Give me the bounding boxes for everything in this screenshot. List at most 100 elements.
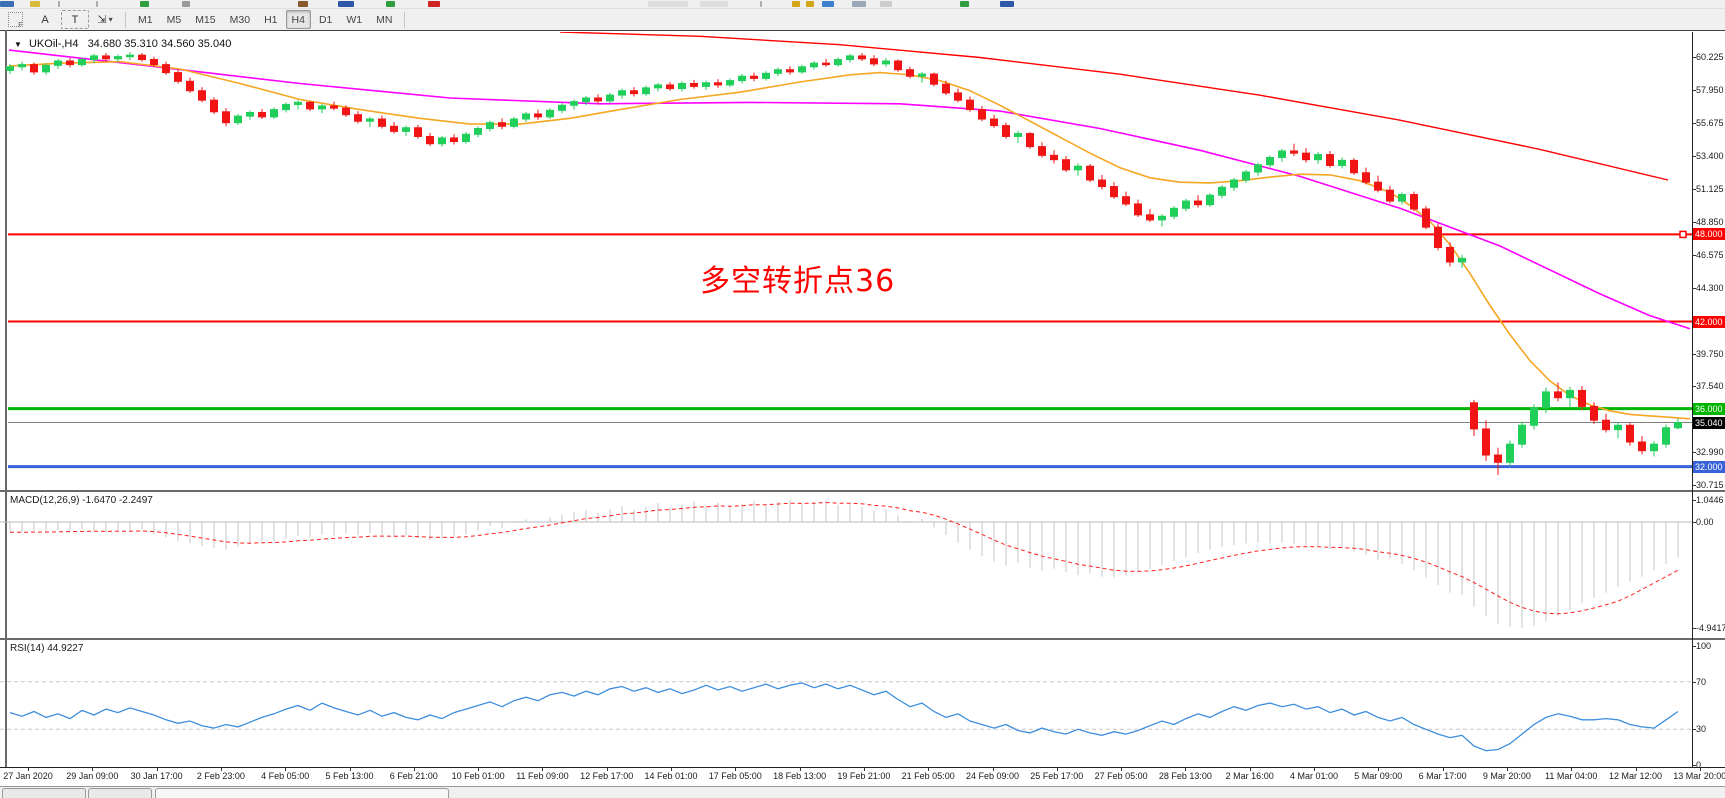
tf-d1-button[interactable]: D1 bbox=[318, 13, 333, 26]
time-tick bbox=[735, 767, 737, 771]
tf-mn-button[interactable]: MN bbox=[376, 13, 393, 26]
text-t-button[interactable]: T bbox=[61, 10, 89, 29]
tf-h1-button[interactable]: H1 bbox=[264, 13, 278, 26]
tf-m15-button[interactable]: M15 bbox=[195, 13, 216, 26]
toolbar-icon-fragment bbox=[96, 1, 98, 7]
axis-tick bbox=[1692, 189, 1696, 191]
rsi-axis-label: 0 bbox=[1696, 760, 1702, 770]
toolbar-icon-fragment bbox=[0, 1, 14, 7]
toolbar-icon-fragment bbox=[760, 1, 762, 7]
rsi-axis-label: 70 bbox=[1696, 676, 1707, 687]
macd-axis-label: -4.9417 bbox=[1696, 622, 1725, 633]
price-tick-label: 51.125 bbox=[1696, 184, 1724, 195]
price-tick-label: 30.715 bbox=[1696, 480, 1724, 491]
toolbar-icon-fragment bbox=[338, 1, 354, 7]
toolbar-icon-fragment bbox=[960, 1, 969, 7]
axis-tick bbox=[1692, 222, 1696, 224]
chart-tab[interactable] bbox=[2, 788, 86, 798]
price-badge: 42.000 bbox=[1693, 315, 1725, 328]
price-chart-panel[interactable] bbox=[0, 32, 1692, 490]
time-tick bbox=[1249, 767, 1251, 771]
price-tick-label: 37.540 bbox=[1696, 381, 1724, 392]
time-tick bbox=[1185, 767, 1187, 771]
axis-tick bbox=[1692, 499, 1696, 501]
axis-tick bbox=[1692, 627, 1696, 629]
axis-tick bbox=[1692, 123, 1696, 125]
cursor-tools-button[interactable]: ⇲ ▾ bbox=[91, 10, 119, 29]
axis-tick bbox=[1692, 354, 1696, 356]
panel-separator[interactable] bbox=[0, 490, 1725, 492]
rsi-axis-label: 100 bbox=[1696, 641, 1712, 651]
time-label: 9 Mar 20:00 bbox=[1482, 771, 1531, 781]
panel-separator[interactable] bbox=[0, 638, 1725, 640]
time-label: 2 Mar 16:00 bbox=[1225, 771, 1274, 781]
time-label: 12 Feb 17:00 bbox=[580, 771, 634, 781]
time-tick bbox=[478, 767, 480, 771]
time-label: 5 Feb 13:00 bbox=[325, 771, 374, 781]
toolbar-icon-fragment bbox=[700, 1, 728, 7]
time-tick bbox=[1314, 767, 1315, 771]
tf-m30-button[interactable]: M30 bbox=[229, 13, 251, 26]
tf-m1-button[interactable]: M1 bbox=[138, 13, 153, 26]
time-tick bbox=[28, 767, 29, 771]
chart-tab-active[interactable] bbox=[155, 788, 449, 798]
time-label: 6 Feb 21:00 bbox=[389, 771, 438, 781]
time-label: 11 Feb 09:00 bbox=[516, 771, 569, 781]
cursor-arrows-icon: ⇲ bbox=[97, 14, 107, 26]
time-tick bbox=[542, 767, 544, 771]
rsi-panel[interactable] bbox=[0, 640, 1692, 768]
time-tick bbox=[1121, 767, 1123, 771]
chart-toolbar: F A T ⇲ ▾ M1 M5 M15 M30 H1 H4 D1 W1 MN bbox=[0, 9, 1725, 30]
axis-tick bbox=[1692, 452, 1696, 454]
time-tick bbox=[156, 767, 158, 771]
toolbar-icon-fragment bbox=[182, 1, 190, 7]
chart-tab[interactable] bbox=[88, 788, 152, 798]
indicator-f-button[interactable]: F bbox=[1, 10, 29, 29]
time-tick bbox=[799, 767, 801, 771]
tf-w1-button[interactable]: W1 bbox=[346, 13, 363, 26]
chevron-down-icon[interactable]: ▼ bbox=[14, 40, 22, 49]
price-badge: 35.040 bbox=[1693, 416, 1725, 429]
time-label: 21 Feb 05:00 bbox=[901, 771, 955, 781]
toolbar-separator bbox=[404, 11, 406, 28]
time-tick bbox=[863, 767, 865, 771]
macd-panel[interactable] bbox=[0, 492, 1692, 638]
toolbar-icon-fragment bbox=[386, 1, 395, 7]
time-label: 4 Mar 01:00 bbox=[1289, 771, 1339, 781]
time-label: 18 Feb 13:00 bbox=[773, 771, 827, 781]
chart-tabs-bar bbox=[0, 786, 1725, 798]
dotted-grid-icon: F bbox=[7, 12, 23, 29]
time-label: 4 Feb 05:00 bbox=[261, 771, 310, 781]
macd-label: MACD(12,26,9) -1.6470 -2.2497 bbox=[10, 495, 153, 506]
time-label: 2 Feb 23:00 bbox=[196, 771, 245, 781]
price-badge: 32.000 bbox=[1693, 460, 1725, 473]
price-tick-label: 57.950 bbox=[1696, 85, 1724, 96]
toolbar-icon-fragment bbox=[428, 1, 440, 7]
top-toolbar-strip[interactable] bbox=[0, 0, 1725, 9]
axis-tick bbox=[1692, 288, 1696, 290]
price-tick-label: 46.575 bbox=[1696, 250, 1724, 261]
toolbar-icon-fragment bbox=[648, 1, 688, 7]
time-label: 6 Mar 17:00 bbox=[1418, 771, 1467, 781]
tf-h4-button[interactable]: H4 bbox=[285, 10, 311, 29]
price-axis-border bbox=[1692, 32, 1693, 767]
time-tick bbox=[413, 767, 415, 771]
time-tick bbox=[1635, 767, 1637, 771]
time-label: 12 Mar 12:00 bbox=[1608, 771, 1663, 781]
time-tick bbox=[220, 767, 222, 771]
tf-m5-button[interactable]: M5 bbox=[166, 13, 182, 26]
price-tick-label: 48.850 bbox=[1696, 217, 1724, 228]
chart-text-annotation[interactable]: 多空转折点36 bbox=[700, 264, 896, 299]
toolbar-icon-fragment bbox=[852, 1, 866, 7]
text-a-button[interactable]: A bbox=[41, 13, 49, 26]
chart-title: ▼ UKOil-,H4 34.680 35.310 34.560 35.040 bbox=[14, 38, 231, 50]
time-label: 17 Feb 05:00 bbox=[708, 771, 762, 781]
axis-tick bbox=[1692, 90, 1696, 92]
price-badge: 48.000 bbox=[1693, 228, 1725, 241]
time-label: 24 Feb 09:00 bbox=[965, 771, 1020, 781]
time-label: 27 Jan 2020 bbox=[3, 771, 53, 781]
toolbar-icon-fragment bbox=[140, 1, 149, 7]
macd-axis-label: 1.0446 bbox=[1696, 494, 1724, 505]
price-tick-label: 32.990 bbox=[1696, 447, 1724, 458]
time-tick bbox=[606, 767, 608, 771]
